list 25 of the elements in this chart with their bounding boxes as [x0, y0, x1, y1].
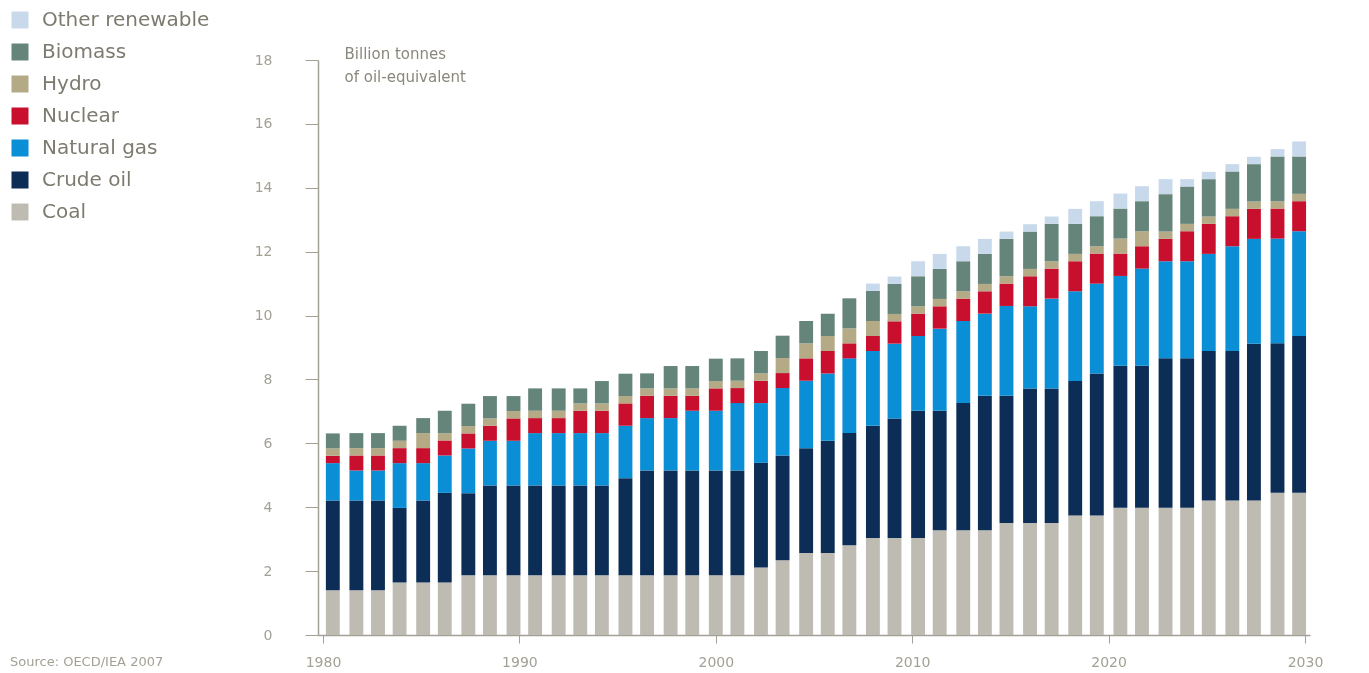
y-axis-title: Billion tonnes of oil-equivalent [344, 44, 467, 86]
legend-label: Hydro [42, 71, 102, 95]
y-tick-label: 14 [254, 179, 273, 196]
x-tick-label: 2020 [1091, 653, 1127, 670]
y-tick-label: 6 [263, 434, 273, 451]
y-tick-label: 4 [263, 498, 273, 515]
source-note: Source: OECD/IEA 2007 [10, 654, 164, 669]
legend-label: Natural gas [42, 135, 158, 159]
x-tick-label: 2010 [894, 653, 931, 670]
x-tick-label: 2000 [698, 653, 735, 670]
legend-label: Biomass [42, 39, 127, 63]
y-tick-label: 12 [254, 243, 273, 260]
legend-label: Crude oil [42, 167, 132, 191]
y-tick-label: 18 [254, 51, 273, 68]
y-tick-label: 8 [263, 370, 273, 387]
legend-label: Nuclear [42, 103, 120, 127]
legend-label: Other renewable [42, 7, 210, 31]
legend-label: Coal [42, 199, 87, 223]
x-tick-label: 2030 [1287, 653, 1324, 670]
x-tick-label: 1980 [305, 653, 342, 670]
y-tick-label: 0 [263, 626, 273, 643]
y-tick-label: 2 [263, 562, 273, 579]
y-tick-label: 16 [254, 115, 273, 132]
x-tick-label: 1990 [502, 653, 538, 670]
y-tick-label: 10 [254, 307, 273, 324]
